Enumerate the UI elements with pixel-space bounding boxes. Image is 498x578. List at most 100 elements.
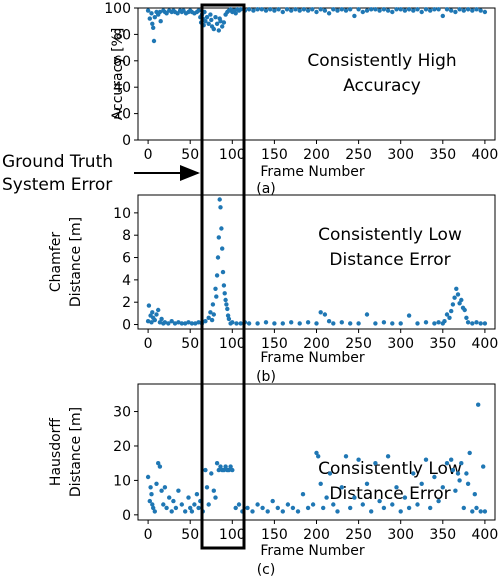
data-point [220,24,225,29]
panel-annotation: Accuracy [343,76,421,96]
data-point [305,8,311,13]
data-point [352,13,357,19]
data-point [193,321,198,326]
x-axis-label: Frame Number [260,350,365,366]
data-point [373,321,378,326]
data-point [226,467,232,473]
data-point [169,319,174,324]
data-point [152,317,157,323]
x-tick-label: 300 [387,527,414,543]
data-point [183,509,188,514]
data-point [455,292,461,297]
data-point [151,505,156,511]
data-point [265,509,270,514]
data-point [314,9,319,15]
data-point [402,495,408,500]
data-point [297,321,302,326]
data-point [461,8,466,13]
data-point [147,498,152,504]
data-point [444,312,450,317]
panel-annotation: Consistently High [307,51,456,71]
x-tick-label: 50 [181,147,199,163]
data-point [233,11,238,16]
data-point [206,315,211,320]
x-tick-label: 0 [144,527,153,543]
data-point [211,312,216,317]
data-point [453,488,458,493]
data-point [203,467,208,473]
data-point [324,495,329,500]
data-point [196,505,201,511]
data-point [364,312,370,317]
data-point [478,8,483,13]
data-point [176,320,181,325]
error-highlight-box [200,3,246,550]
y-tick-label: 10 [113,206,131,222]
y-tick-label: 0 [122,133,131,149]
data-point [360,502,365,507]
data-point [390,502,395,507]
data-point [218,464,223,469]
data-point [436,320,441,325]
data-point [464,471,469,476]
data-point [478,509,483,514]
data-point [284,7,290,12]
data-point [398,7,403,12]
data-point [289,320,294,325]
data-point [152,509,157,514]
data-point [415,321,420,326]
panel-annotation: Consistently Low [318,459,462,479]
data-point [203,19,208,24]
data-point [316,454,321,459]
data-point [226,316,232,322]
x-tick-label: 200 [303,336,330,352]
data-point [327,471,333,476]
data-point [221,283,227,288]
data-point [213,286,218,291]
data-point [322,8,328,13]
data-point [467,450,472,456]
data-point [343,8,349,13]
data-point [481,464,486,469]
x-tick-label: 0 [144,147,153,163]
y-axis-label: Distance [m] [68,217,84,307]
data-point [169,509,174,514]
y-tick-label: 4 [122,273,131,289]
data-point [470,509,475,514]
data-point [385,8,391,13]
data-point [230,320,235,325]
data-point [259,7,264,12]
panel-a: 0 50 100 150 200 250 300 350 400 0 20 40 60 80 100 Fram… [104,1,498,197]
data-point [402,8,408,13]
data-point [220,246,225,251]
y-tick-label: 20 [113,107,131,123]
x-tick-label: 350 [429,147,456,163]
x-tick-label: 250 [345,147,372,163]
y-tick-label: 20 [113,439,131,455]
data-point [203,319,208,324]
data-point [189,509,195,514]
data-point [295,509,301,514]
data-point [162,485,168,490]
data-point [183,321,188,326]
data-point [415,502,420,507]
y-tick-label: 0 [122,318,131,334]
data-point [454,286,459,291]
data-point [285,502,291,507]
x-tick-label: 400 [472,336,498,352]
data-point [470,321,475,326]
data-point [314,450,319,456]
data-point [459,297,464,303]
data-point [419,481,424,486]
data-point [385,454,391,459]
data-point [339,7,344,12]
data-point [356,321,361,326]
data-point [464,315,469,320]
data-point [186,320,191,325]
panel-sublabel: (a) [256,181,276,197]
data-point [318,481,323,486]
data-point [166,321,171,326]
y-tick-label: 60 [113,54,131,70]
data-point [251,8,256,13]
data-point [146,303,152,308]
